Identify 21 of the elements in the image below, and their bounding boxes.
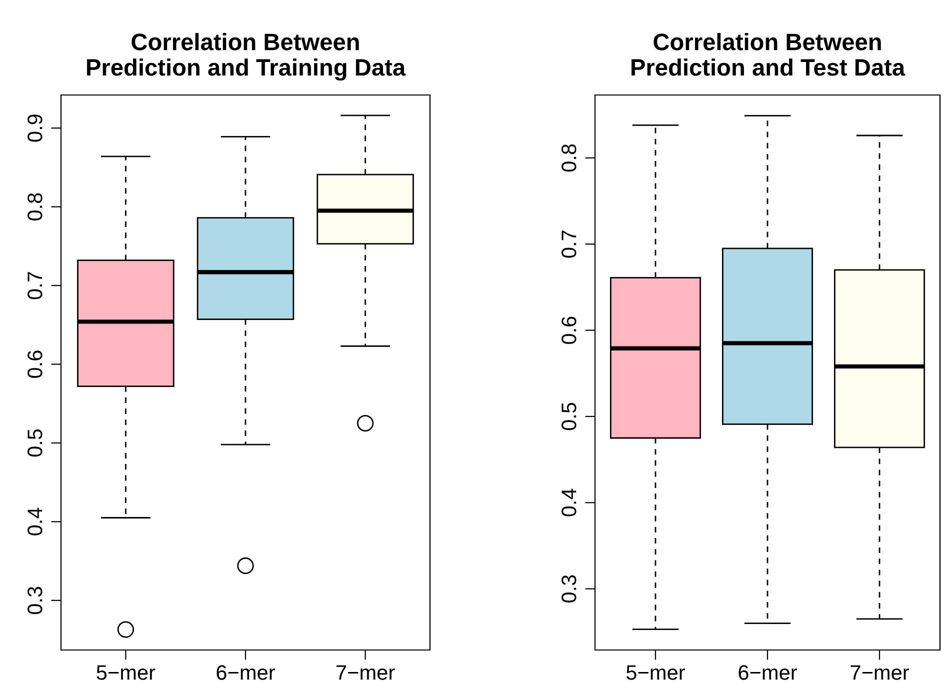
x-tick-label: 5−mer [96,665,156,680]
y-tick-label: 0.6 [28,350,42,378]
y-tick-label: 0.8 [562,144,576,172]
y-tick-label: 0.9 [28,114,42,142]
y-tick-label: 0.7 [28,272,42,300]
y-tick-label: 0.6 [562,316,576,344]
x-tick-label: 7−mer [336,665,395,680]
y-tick-label: 0.4 [562,488,576,516]
y-tick-label: 0.4 [28,508,42,536]
x-tick-label: 6−mer [216,665,275,680]
x-tick-label: 7−mer [850,665,909,680]
y-tick-label: 0.3 [28,586,42,614]
x-tick-label: 5−mer [626,665,685,680]
y-tick-label: 0.5 [28,429,42,457]
y-tick-label: 0.5 [562,402,576,430]
x-tick-label: 6−mer [738,665,797,680]
chart-title: Correlation Between Prediction and Training Data [87,33,406,81]
y-tick-label: 0.3 [562,575,576,602]
y-tick-label: 0.8 [28,193,42,220]
y-tick-label: 0.7 [562,230,576,258]
chart-title: Correlation Between Prediction and Test Data [632,33,906,76]
